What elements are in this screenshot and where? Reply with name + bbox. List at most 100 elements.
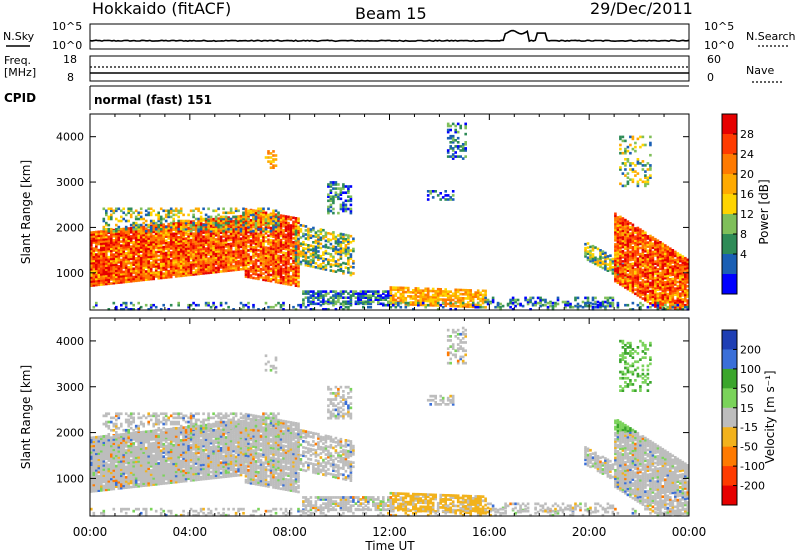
heatmap-cell — [222, 223, 225, 227]
heatmap-cell — [347, 242, 350, 246]
heatmap-cell — [586, 298, 590, 302]
heatmap-cell — [461, 143, 465, 146]
heatmap-cell — [324, 235, 328, 239]
heatmap-cell — [194, 242, 198, 245]
heatmap-cell — [586, 258, 590, 262]
heatmap-cell — [152, 275, 155, 279]
heatmap-cell — [137, 275, 140, 278]
heatmap-cell — [244, 259, 248, 262]
heatmap-cell — [169, 275, 173, 279]
heatmap-cell — [681, 259, 685, 262]
heatmap-cell — [661, 246, 665, 250]
heatmap-cell — [184, 253, 188, 257]
heatmap-cell — [469, 291, 472, 294]
heatmap-cell — [152, 226, 155, 230]
heatmap-cell — [237, 217, 240, 221]
heatmap-cell — [664, 272, 667, 276]
heatmap-cell — [149, 277, 153, 281]
heatmap-cell — [649, 176, 652, 179]
sky-trace — [89, 29, 690, 43]
heatmap-cell — [224, 251, 228, 254]
heatmap-cell — [174, 254, 178, 258]
heatmap-cell — [249, 270, 253, 273]
heatmap-cell — [616, 226, 620, 229]
heatmap-cell — [222, 253, 225, 257]
heatmap-cell — [304, 243, 308, 246]
heatmap-cell — [209, 236, 213, 240]
heatmap-cell — [237, 239, 240, 243]
heatmap-cell — [149, 269, 153, 273]
heatmap-cell — [309, 228, 313, 231]
heatmap-cell — [414, 291, 418, 294]
heatmap-cell — [616, 261, 620, 264]
heatmap-cell — [362, 292, 365, 295]
heatmap-cell — [152, 257, 155, 260]
heatmap-cell — [674, 289, 677, 292]
heatmap-cell — [222, 235, 225, 238]
heatmap-cell — [247, 249, 250, 252]
heatmap-cell — [212, 258, 215, 262]
heatmap-cell — [639, 269, 642, 272]
heatmap-cell — [347, 248, 350, 252]
heatmap-cell — [239, 308, 243, 311]
heatmap-cell — [105, 239, 108, 243]
heatmap-cell — [679, 276, 682, 279]
heatmap-cell — [182, 251, 185, 255]
heatmap-cell — [329, 246, 333, 250]
heatmap-cell — [110, 243, 113, 246]
heatmap-cell — [659, 306, 662, 309]
heatmap-cell — [337, 250, 340, 254]
heatmap-cell — [344, 237, 348, 241]
heatmap-cell — [204, 249, 208, 252]
heatmap-cell — [649, 240, 652, 244]
heatmap-cell — [454, 290, 457, 294]
heatmap-cell — [284, 237, 288, 241]
heatmap-cell — [307, 227, 310, 231]
heatmap-cell — [117, 240, 121, 244]
heatmap-cell — [247, 255, 250, 258]
heatmap-cell — [686, 272, 690, 276]
heatmap-cell — [137, 269, 140, 272]
heatmap-cell — [671, 259, 675, 262]
heatmap-cell — [476, 301, 480, 305]
heatmap-cell — [162, 258, 165, 261]
heatmap-cell — [454, 139, 457, 142]
heatmap-cell — [636, 279, 640, 283]
heatmap-cell — [142, 268, 145, 271]
heatmap-cell — [144, 235, 148, 239]
heatmap-cell — [105, 258, 108, 261]
heatmap-cell — [644, 268, 647, 271]
heatmap-cell — [282, 222, 285, 226]
heatmap-cell — [631, 170, 635, 173]
heatmap-cell — [177, 211, 180, 215]
heatmap-cell — [624, 239, 627, 242]
heatmap-cell — [264, 156, 268, 159]
heatmap-cell — [596, 305, 600, 309]
heatmap-cell — [90, 276, 93, 279]
heatmap-cell — [207, 263, 210, 266]
heatmap-cell — [629, 222, 632, 225]
heatmap-cell — [681, 304, 685, 307]
heatmap-cell — [289, 238, 293, 242]
heatmap-cell — [634, 272, 637, 275]
power-cells — [90, 122, 690, 311]
heatmap-cell — [217, 231, 220, 235]
heatmap-cell — [624, 174, 627, 177]
heatmap-cell — [162, 223, 165, 226]
heatmap-cell — [629, 135, 632, 139]
heatmap-cell — [127, 251, 130, 255]
heatmap-cell — [157, 217, 160, 221]
heatmap-cell — [287, 276, 290, 280]
heatmap-cell — [481, 305, 485, 309]
heatmap-cell — [129, 255, 133, 259]
heatmap-cell — [621, 241, 625, 245]
heatmap-cell — [199, 221, 203, 224]
heatmap-cell — [204, 253, 208, 257]
heatmap-cell — [636, 253, 640, 256]
heatmap-cell — [666, 249, 670, 253]
heatmap-cell — [664, 289, 667, 292]
heatmap-cell — [337, 252, 340, 256]
heatmap-cell — [302, 249, 305, 252]
heatmap-cell — [609, 258, 612, 262]
heatmap-cell — [274, 235, 278, 239]
